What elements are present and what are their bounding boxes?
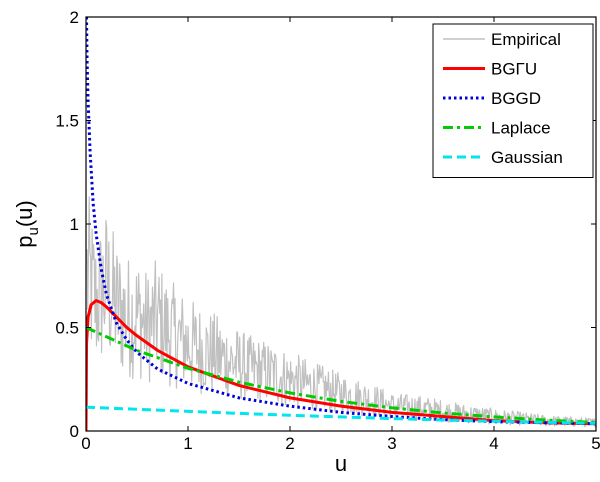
x-axis-label: u	[335, 451, 347, 476]
ticks-layer: 0 1 2 3 4 5 0 0.5 1 1.5 2	[55, 8, 600, 453]
legend-label: Gaussian	[491, 148, 563, 167]
y-axis-label-subscript: u	[25, 227, 42, 235]
y-tick-label: 0.5	[55, 319, 79, 338]
x-tick-label: 2	[285, 434, 294, 453]
series-line-gaussian	[86, 405, 596, 425]
legend-box	[432, 23, 594, 178]
x-tick-label: 4	[489, 434, 498, 453]
x-tick-label: 1	[183, 434, 192, 453]
legend: Empirical BGΓU BGGD Laplace Gaussian	[432, 23, 594, 178]
series-layer	[86, 17, 596, 431]
y-tick-label: 2	[70, 8, 79, 27]
legend-label: BGGD	[491, 89, 541, 108]
y-axis-label-main: p	[12, 235, 37, 247]
series-line-bgu	[86, 299, 596, 431]
x-tick-label: 5	[591, 434, 600, 453]
y-tick-label: 1	[70, 215, 79, 234]
y-axis-label: pu(u)	[12, 200, 42, 247]
series-line-empirical	[86, 196, 596, 428]
legend-label: Laplace	[491, 119, 551, 138]
y-tick-label: 0	[70, 422, 79, 441]
x-tick-label: 0	[81, 434, 90, 453]
y-axis-label-rest: (u)	[12, 200, 37, 227]
x-tick-label: 3	[387, 434, 396, 453]
legend-label: Empirical	[491, 30, 561, 49]
y-tick-label: 1.5	[55, 112, 79, 131]
legend-label: BGΓU	[491, 60, 537, 79]
series-line-laplace	[86, 326, 596, 425]
